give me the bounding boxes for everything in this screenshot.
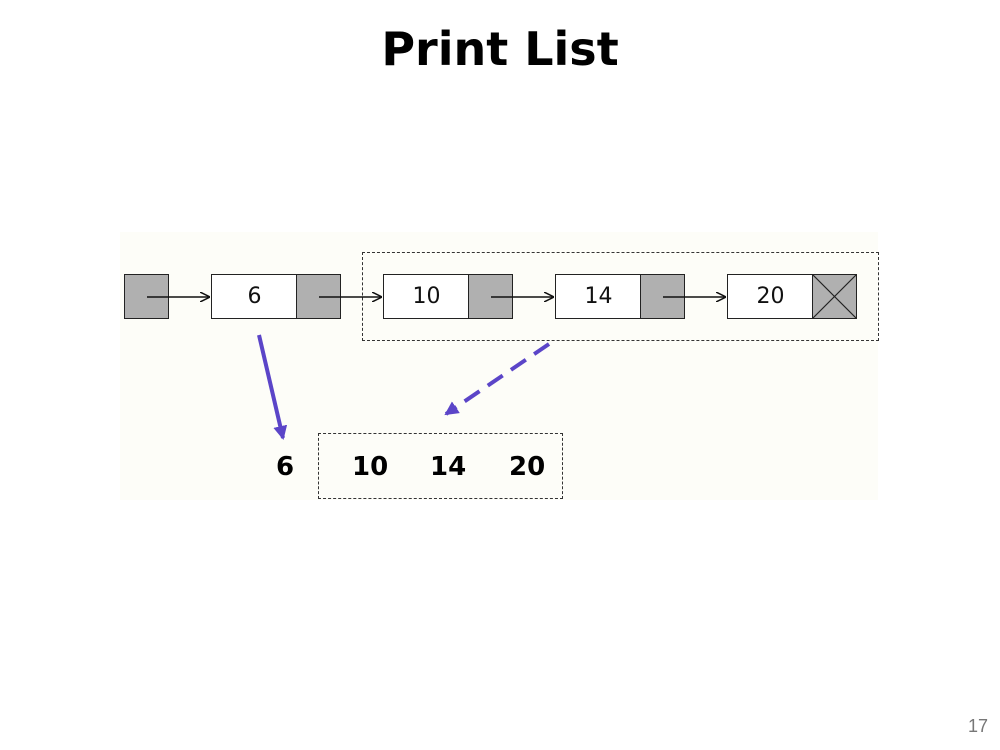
recursive-call-arrow bbox=[444, 342, 551, 416]
print-first-arrow bbox=[257, 334, 288, 440]
output-first-value: 6 bbox=[276, 452, 295, 482]
output-value: 10 bbox=[352, 452, 389, 482]
null-cross-line bbox=[812, 274, 857, 319]
recursive-output-outline bbox=[318, 433, 563, 499]
page-number: 17 bbox=[967, 716, 988, 736]
node-value-20: 20 bbox=[727, 274, 814, 319]
output-value: 20 bbox=[509, 452, 546, 482]
node-value-10: 10 bbox=[383, 274, 470, 319]
slide-title: Print List bbox=[381, 22, 619, 76]
output-value: 14 bbox=[430, 452, 467, 482]
node-next-pointer bbox=[468, 274, 513, 319]
node-value-14: 14 bbox=[555, 274, 642, 319]
